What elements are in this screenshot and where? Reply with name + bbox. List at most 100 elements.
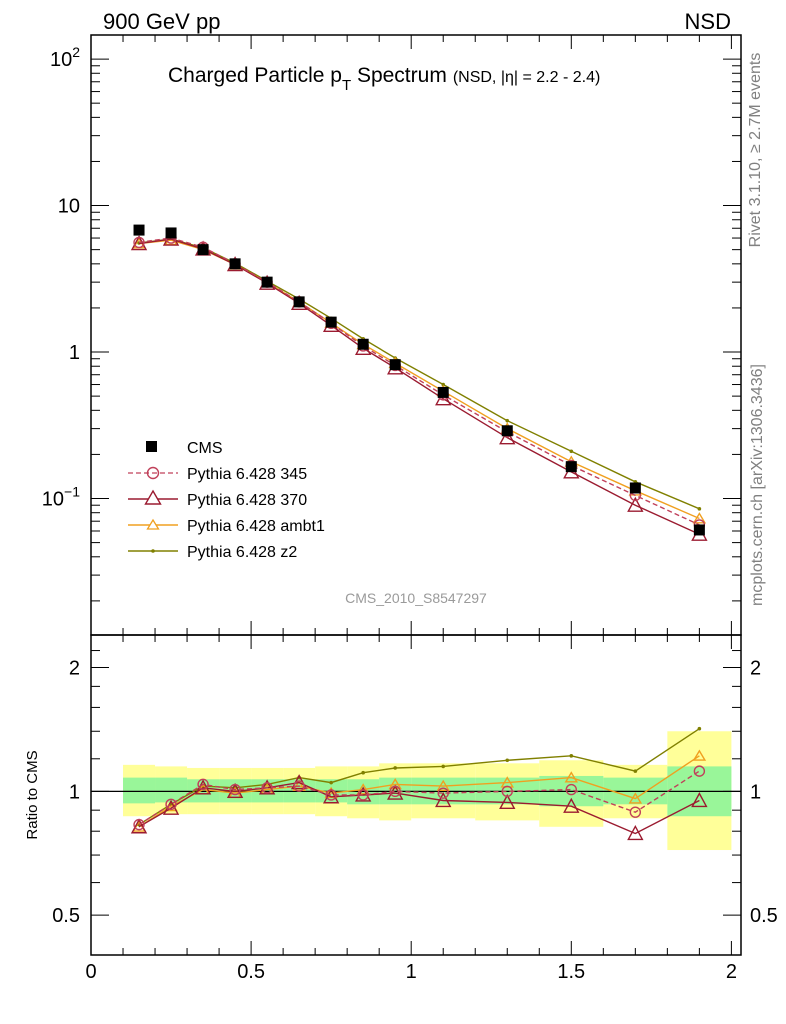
- main-y-tick-label-10: 10: [58, 196, 80, 218]
- rivet-version-label: Rivet 3.1.10, ≥ 2.7M events: [747, 53, 764, 248]
- ratio-point-pythia-6-428-ambt1-7: [356, 783, 370, 795]
- legend-label-cms: CMS: [187, 440, 223, 457]
- legend-entry-cms: CMS: [146, 440, 223, 457]
- main-point-cms-6: [325, 316, 337, 328]
- ratio-point-pythia-6-428-ambt1-0: [132, 820, 146, 832]
- main-series-pythia-6-428-345: [133, 232, 706, 531]
- ratio-line-pythia-6-428-z2: [138, 728, 700, 826]
- main-point-cms-12: [629, 482, 641, 494]
- legend: CMS Pythia 6.428 345 Pythia 6.428 370 Py…: [128, 440, 325, 561]
- title-note: (NSD, |η| = 2.2 - 2.4): [453, 69, 600, 86]
- ratio-y-tick-label-right-2: 2: [750, 658, 761, 680]
- main-point-cms-10: [501, 425, 513, 437]
- energy-label: 900 GeV pp: [103, 9, 220, 34]
- process-label: NSD: [685, 9, 731, 34]
- ratio-point-pythia-6-428-z2-13: [697, 726, 702, 731]
- main-y-tick-label-1: 1: [69, 342, 80, 364]
- ratio-point-pythia-6-428-z2-10: [505, 758, 510, 763]
- x-tick-label-1.5: 1.5: [557, 961, 585, 983]
- svg-text:Charged Particle pT Spectrum(N: Charged Particle pT Spectrum (NSD, |η| = …: [168, 64, 600, 94]
- ratio-point-pythia-6-428-370-6: [322, 788, 340, 804]
- ratio-point-pythia-6-428-345-1: [165, 798, 177, 811]
- ratio-point-pythia-6-428-345-10: [501, 785, 513, 798]
- main-point-cms-8: [389, 359, 401, 371]
- title-subscript: T: [342, 77, 351, 94]
- ratio-line-pythia-6-428-370: [138, 781, 700, 835]
- ratio-point-pythia-6-428-z2-7: [361, 770, 365, 775]
- main-line-pythia-6-428-345: [138, 237, 700, 526]
- main-point-pythia-6-428-z2-9: [441, 382, 446, 387]
- legend-marker-pythia-ambt1: [146, 518, 160, 530]
- ratio-y-tick-label-right-0-5: 0.5: [750, 905, 778, 927]
- main-point-cms-0: [133, 224, 145, 236]
- ratio-point-pythia-6-428-370-3: [226, 782, 244, 799]
- band-inner-0: [123, 777, 156, 804]
- legend-entry-pythia-345: Pythia 6.428 345: [128, 466, 307, 483]
- main-series-cms: [133, 224, 705, 536]
- ratio-point-pythia-6-428-ambt1-11: [564, 771, 579, 783]
- ratio-point-pythia-6-428-ambt1-9: [436, 779, 450, 792]
- legend-marker-pythia-370: [144, 489, 162, 505]
- main-point-cms-9: [437, 386, 449, 398]
- ratio-series-pythia-6-428-345: [133, 765, 706, 831]
- ratio-point-pythia-6-428-z2-9: [441, 764, 446, 769]
- ratio-point-pythia-6-428-345-13: [693, 765, 706, 777]
- ratio-point-pythia-6-428-z2-6: [329, 780, 333, 785]
- main-point-pythia-6-428-370-12: [627, 496, 644, 512]
- main-y-tick-label-0-1: 10−1: [42, 484, 80, 511]
- x-tick-label-0: 0: [85, 961, 96, 983]
- x-tick-label-1: 1: [406, 961, 417, 983]
- ratio-y-tick-label-right-1: 1: [750, 781, 761, 803]
- x-tick-label-0.5: 0.5: [237, 961, 265, 983]
- ratio-point-pythia-6-428-370-10: [499, 793, 516, 810]
- legend-label-pythia-ambt1: Pythia 6.428 ambt1: [187, 518, 325, 535]
- ratio-point-pythia-6-428-370-11: [563, 797, 580, 813]
- ratio-point-pythia-6-428-345-4: [261, 782, 273, 794]
- ratio-y-tick-label-left-2: 2: [69, 658, 80, 680]
- main-point-pythia-6-428-ambt1-13: [692, 512, 707, 524]
- ratio-point-pythia-6-428-345-5: [293, 780, 305, 792]
- ratio-point-pythia-6-428-370-4: [258, 779, 276, 795]
- ratio-point-pythia-6-428-z2-11: [569, 754, 574, 758]
- ratio-axis-label: Ratio to CMS: [24, 750, 41, 839]
- ratio-point-pythia-6-428-370-0: [130, 818, 148, 834]
- legend-label-pythia-z2: Pythia 6.428 z2: [187, 544, 297, 561]
- ratio-point-pythia-6-428-z2-8: [393, 766, 397, 770]
- main-series-layer: [130, 224, 708, 541]
- ratio-point-pythia-6-428-370-13: [691, 792, 708, 808]
- legend-label-pythia-370: Pythia 6.428 370: [187, 492, 307, 509]
- ratio-uncertainty-bands: [91, 731, 741, 851]
- main-point-pythia-6-428-370-10: [499, 429, 516, 445]
- main-point-cms-2: [197, 244, 209, 256]
- ratio-point-pythia-6-428-345-8: [389, 785, 401, 798]
- main-point-cms-5: [293, 296, 305, 308]
- main-line-pythia-6-428-370: [138, 238, 700, 535]
- ratio-point-pythia-6-428-345-3: [229, 783, 241, 796]
- ratio-point-pythia-6-428-370-8: [387, 784, 404, 800]
- ratio-y-tick-label-left-1: 1: [69, 781, 80, 803]
- legend-entry-pythia-z2: Pythia 6.428 z2: [128, 544, 297, 561]
- ratio-point-pythia-6-428-345-12: [629, 806, 642, 818]
- legend-entry-pythia-370: Pythia 6.428 370: [128, 489, 307, 509]
- main-y-tick-label-100: 102: [50, 44, 80, 71]
- title-tail: Spectrum: [351, 64, 447, 87]
- ratio-point-pythia-6-428-z2-12: [633, 769, 638, 773]
- x-tick-label-2: 2: [726, 961, 737, 983]
- legend-marker-pythia-345: [146, 466, 160, 480]
- ratio-series-layer: [130, 726, 708, 841]
- ratio-point-pythia-6-428-345-6: [325, 789, 337, 801]
- source-label: mcplots.cern.ch [arXiv:1306.3436]: [749, 364, 766, 606]
- ratio-point-pythia-6-428-ambt1-8: [388, 777, 402, 790]
- main-point-cms-1: [165, 227, 177, 239]
- main-point-pythia-6-428-z2-10: [505, 418, 510, 423]
- main-point-cms-3: [229, 258, 241, 270]
- legend-marker-pythia-z2: [151, 549, 155, 553]
- main-point-pythia-6-428-370-0: [130, 235, 148, 251]
- ratio-point-pythia-6-428-345-11: [565, 783, 577, 796]
- title-text: Charged Particle p: [168, 64, 342, 87]
- legend-label-pythia-345: Pythia 6.428 345: [187, 466, 307, 483]
- ratio-point-pythia-6-428-ambt1-13: [692, 749, 707, 761]
- main-point-cms-11: [565, 461, 577, 473]
- ratio-point-pythia-6-428-345-0: [133, 818, 145, 831]
